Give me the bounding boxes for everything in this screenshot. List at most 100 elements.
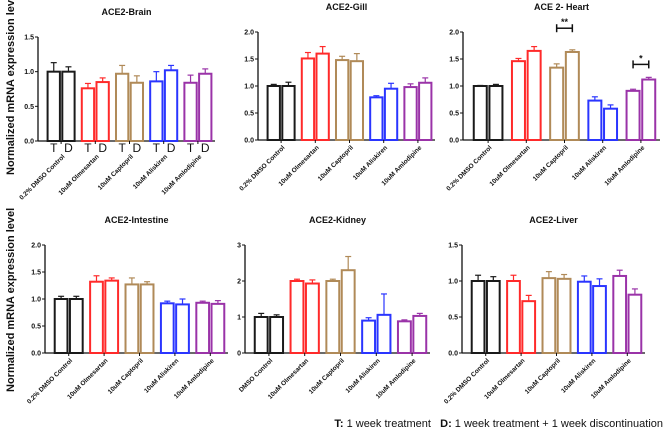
bar: [564, 50, 580, 141]
category-label: 0.2% DMSO Control: [445, 144, 493, 192]
bar: [139, 283, 155, 355]
bar: [612, 274, 628, 354]
bar-label: D: [133, 141, 142, 155]
category-label: 10uM Aliskiren: [132, 153, 169, 190]
bar: [472, 85, 488, 141]
y-axis-label-top: Normalized mRNA expression level: [5, 0, 17, 175]
y-tick-label: 1.0: [24, 69, 34, 76]
t-key: T:: [334, 418, 344, 430]
y-axis-label-bottom: Normalized mRNA expression level: [5, 208, 17, 392]
y-tick-label: 0.5: [244, 111, 254, 118]
chart-title: ACE2-Gill: [326, 2, 368, 12]
bar: [510, 60, 526, 141]
bar: [89, 280, 104, 354]
category-label: 10uM Captopril: [524, 357, 562, 395]
category-label: 10uM Olmesartan: [66, 357, 109, 400]
bar: [506, 280, 521, 354]
bar: [253, 316, 269, 354]
bar: [114, 72, 130, 142]
bar: [625, 89, 641, 141]
bar: [149, 80, 164, 143]
bar-label: T: [118, 141, 126, 155]
bar: [349, 60, 365, 141]
bar: [412, 314, 428, 355]
y-tick-label: 1.5: [244, 57, 254, 64]
bar: [361, 319, 377, 355]
bar: [198, 72, 213, 142]
category-label: 10uM Captopril: [97, 153, 135, 191]
bar-label: T: [50, 141, 58, 155]
bar: [95, 81, 110, 142]
y-tick-label: 1.0: [448, 279, 458, 286]
bar: [104, 279, 120, 355]
y-tick-label: 1.5: [24, 35, 34, 42]
category-label: 10uM Amlodipine: [375, 357, 418, 400]
y-tick-label: 2.0: [449, 30, 459, 37]
bar: [124, 283, 140, 355]
bar: [300, 57, 316, 141]
bar-label: T: [84, 141, 92, 155]
t-text: 1 week treatment: [343, 418, 431, 430]
category-label: 10uM Captopril: [317, 144, 355, 182]
bar: [289, 280, 305, 354]
d-text: 1 week treatment + 1 week discontinuatio…: [451, 418, 663, 430]
bar: [376, 313, 392, 354]
y-tick-label: 1: [237, 315, 241, 322]
bar: [68, 298, 84, 354]
bar: [485, 280, 501, 354]
category-label: 10uM Aliskiren: [352, 144, 389, 181]
y-tick-label: 1.0: [244, 84, 254, 91]
bar: [603, 107, 619, 141]
y-tick-label: 1.5: [31, 270, 41, 277]
category-label: 0.2% DMSO Control: [26, 357, 74, 405]
bar-label: T: [153, 141, 161, 155]
y-tick-label: 0.0: [449, 138, 459, 145]
significance-label: **: [561, 17, 569, 27]
bar: [334, 59, 350, 141]
bar: [587, 99, 603, 141]
category-label: 10uM Amlodipine: [173, 357, 216, 400]
bar: [175, 303, 190, 354]
chart-title: ACE2-Kidney: [309, 215, 366, 225]
category-label: 10uM Amlodipine: [603, 144, 646, 187]
category-label: DMSO Control: [238, 357, 274, 393]
bar: [592, 285, 607, 355]
bar: [526, 49, 542, 141]
bar: [315, 52, 330, 141]
bar: [396, 320, 412, 355]
y-tick-label: 0.0: [448, 351, 458, 358]
bar: [627, 293, 643, 354]
bar: [556, 277, 572, 354]
bar: [549, 66, 565, 141]
category-label: 10uM Captopril: [308, 357, 346, 395]
bar: [163, 69, 179, 142]
category-label: 10uM Olmesartan: [483, 357, 526, 400]
chart-title: ACE2-Brain: [101, 7, 151, 17]
bar: [46, 70, 61, 142]
y-tick-label: 0.5: [449, 111, 459, 118]
category-label: 10uM Amlodipine: [590, 357, 633, 400]
bar-label: D: [201, 141, 210, 155]
y-tick-label: 0.0: [244, 138, 254, 145]
bar: [418, 81, 433, 142]
category-label: 0.2% DMSO Control: [443, 357, 491, 405]
bar: [210, 302, 226, 354]
y-tick-label: 1.0: [449, 84, 459, 91]
bar-label: T: [187, 141, 195, 155]
bar: [521, 300, 537, 355]
y-tick-label: 1.0: [31, 297, 41, 304]
chart-title: ACE 2- Heart: [534, 2, 589, 12]
bar: [129, 81, 145, 143]
bar: [80, 87, 96, 142]
bar: [488, 85, 504, 141]
y-tick-label: 1.5: [448, 243, 458, 250]
bar: [53, 298, 69, 354]
y-tick-label: 2: [237, 279, 241, 286]
bar: [470, 280, 486, 354]
bar: [325, 280, 341, 354]
